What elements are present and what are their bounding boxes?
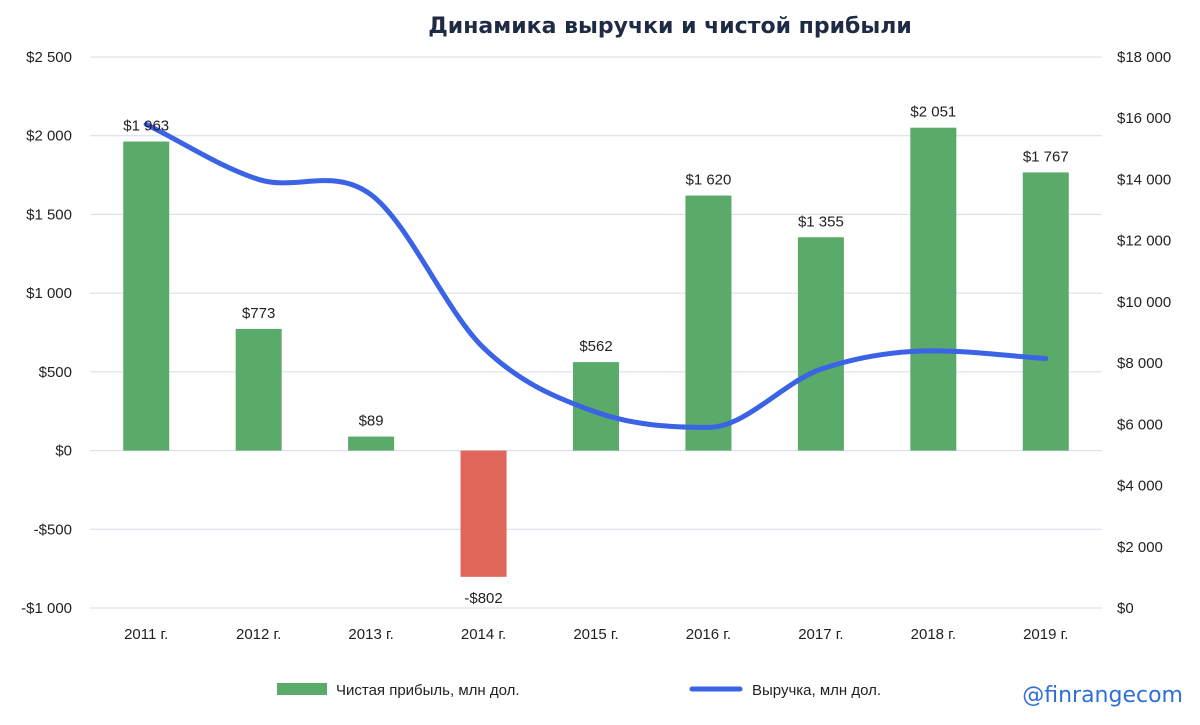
bar-4 (460, 450, 507, 577)
left-tick-label: $1 500 (26, 206, 72, 223)
bar-data-label: $562 (579, 338, 612, 355)
x-tick-label: 2016 г. (686, 626, 731, 643)
bar-data-label: $1 355 (798, 213, 844, 230)
left-axis-ticks: -$1 000 -$500 $0 $500 $1 000 $1 500 $2 000 $2 5… (21, 49, 72, 617)
legend-swatch-profit (277, 683, 327, 695)
right-tick-label: $12 000 (1117, 233, 1171, 250)
x-tick-label: 2017 г. (798, 626, 843, 643)
x-axis-ticks: 2011 г. 2012 г. 2013 г. 2014 г. 2015 г. 2016 … (124, 626, 1068, 643)
bars-group (123, 127, 1069, 577)
bar-9 (1022, 172, 1069, 451)
bar-data-label: $773 (242, 305, 275, 322)
right-tick-label: $18 000 (1117, 49, 1171, 66)
x-tick-label: 2018 г. (911, 626, 956, 643)
left-tick-label: $500 (39, 364, 72, 381)
right-tick-label: $10 000 (1117, 294, 1171, 311)
bar-data-label: $89 (359, 413, 384, 430)
bar-data-label: -$802 (464, 590, 502, 607)
right-tick-label: $6 000 (1117, 416, 1163, 433)
brand-watermark: @finrangecom (1022, 683, 1183, 708)
left-tick-label: $0 (55, 443, 72, 460)
x-tick-label: 2012 г. (236, 626, 281, 643)
bar-2 (235, 328, 282, 451)
bar-1 (123, 141, 170, 451)
x-tick-label: 2015 г. (573, 626, 618, 643)
bar-8 (910, 127, 957, 451)
right-tick-label: $16 000 (1117, 110, 1171, 127)
chart-title: Динамика выручки и чистой прибыли (428, 14, 912, 39)
right-tick-label: $0 (1117, 600, 1134, 617)
bar-data-label: $1 767 (1023, 148, 1069, 165)
right-tick-label: $2 000 (1117, 539, 1163, 556)
x-tick-label: 2011 г. (124, 626, 168, 643)
right-tick-label: $8 000 (1117, 355, 1163, 372)
bar-data-label: $1 620 (685, 172, 731, 189)
bar-6 (685, 195, 732, 451)
line-group (143, 121, 1049, 430)
revenue-line (143, 121, 1049, 430)
legend: Чистая прибыль, млн дол. Выручка, млн до… (277, 682, 881, 699)
bar-labels-group: $1 963 $773 $89 -$802 $562 $1 620 $1 355 $2 051… (123, 104, 1068, 607)
bar-data-label: $1 963 (123, 118, 169, 135)
right-axis-ticks: $0 $2 000 $4 000 $6 000 $8 000 $10 000 $12 000… (1117, 49, 1171, 617)
left-tick-label: -$1 000 (21, 600, 72, 617)
left-tick-label: $1 000 (26, 285, 72, 302)
left-tick-label: -$500 (34, 521, 72, 538)
left-tick-label: $2 500 (26, 49, 72, 66)
legend-label-profit: Чистая прибыль, млн дол. (336, 682, 520, 699)
legend-label-revenue: Выручка, млн дол. (752, 682, 881, 699)
x-tick-label: 2019 г. (1023, 626, 1068, 643)
bar-3 (348, 436, 395, 451)
bar-7 (797, 237, 844, 451)
left-tick-label: $2 000 (26, 128, 72, 145)
x-tick-label: 2013 г. (348, 626, 393, 643)
right-tick-label: $4 000 (1117, 478, 1163, 495)
right-tick-label: $14 000 (1117, 171, 1171, 188)
x-tick-label: 2014 г. (461, 626, 506, 643)
bar-data-label: $2 051 (910, 104, 956, 121)
